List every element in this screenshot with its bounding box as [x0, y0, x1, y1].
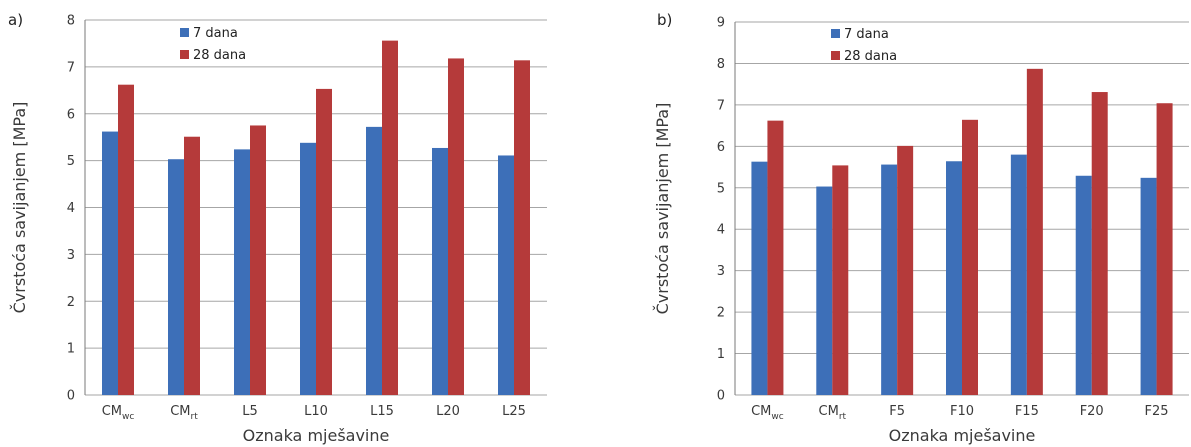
- bar-7-dana: [881, 164, 898, 395]
- bar-28-dana: [962, 119, 978, 395]
- x-tick-label: CMrt: [170, 404, 198, 422]
- legend-label: 28 dana: [844, 49, 897, 64]
- y-tick-label: 7: [67, 60, 75, 75]
- bar-28-dana: [767, 120, 784, 395]
- x-tick-label: F25: [1145, 404, 1169, 419]
- y-tick-label: 5: [67, 154, 75, 169]
- x-tick-label: F20: [1080, 404, 1104, 419]
- bar-28-dana: [316, 88, 332, 395]
- bar-7-dana: [102, 131, 118, 395]
- chart-panel-a: 0 1 2 3 4 5 6 7 8 CMwc CMrt L5 L10 L15 L20 L25 a) Čvrstoć…: [8, 11, 547, 445]
- y-tick-label: 4: [67, 201, 75, 216]
- x-tick-label: L5: [242, 404, 258, 419]
- panel-label: b): [657, 11, 672, 29]
- y-tick-label: 9: [717, 16, 725, 31]
- bar-7-dana: [498, 155, 514, 395]
- bar-7-dana: [234, 149, 250, 395]
- bar-28-dana: [250, 125, 266, 395]
- bar-28-dana: [118, 84, 134, 395]
- bar-7-dana: [168, 159, 184, 395]
- bar-7-dana: [816, 186, 833, 395]
- legend: 7 dana 28 dana: [180, 26, 246, 63]
- bar-28-dana: [832, 165, 849, 395]
- bar-7-dana: [432, 147, 448, 395]
- legend: 7 dana 28 dana: [831, 27, 897, 64]
- y-tick-label: 0: [717, 389, 725, 404]
- x-tick-label: CMrt: [819, 404, 847, 422]
- x-tick-label: F5: [889, 404, 905, 419]
- bar-7-dana: [366, 126, 382, 395]
- legend-label: 7 dana: [844, 27, 889, 42]
- y-axis-title: Čvrstoća savijanjem [MPa]: [653, 103, 672, 315]
- bar-7-dana: [1140, 177, 1157, 395]
- legend-label: 7 dana: [193, 26, 238, 41]
- y-tick-label: 2: [67, 295, 75, 310]
- bar-28-dana: [448, 58, 464, 395]
- bar-7-dana: [751, 161, 768, 395]
- bar-28-dana: [1156, 103, 1173, 395]
- chart-panel-b: 0 1 2 3 4 5 6 7 8 9 CMwc CMrt F5 F10 F15 F20 F25 b) Čvrsto…: [653, 11, 1189, 445]
- y-tick-label: 7: [717, 98, 725, 113]
- y-tick-label: 1: [67, 342, 75, 357]
- y-tick-label: 6: [67, 107, 75, 122]
- x-tick-label: L15: [370, 404, 394, 419]
- bar-28-dana: [184, 136, 200, 395]
- bar-7-dana: [300, 142, 316, 395]
- y-tick-label: 0: [67, 389, 75, 404]
- y-tick-label: 5: [717, 181, 725, 196]
- bar-28-dana: [382, 40, 398, 395]
- legend-swatch: [831, 29, 840, 38]
- x-tick-label: F15: [1015, 404, 1039, 419]
- x-axis-title: Oznaka mješavine: [889, 426, 1036, 445]
- legend-swatch: [831, 51, 840, 60]
- bar-28-dana: [1091, 92, 1108, 396]
- x-tick-label: L10: [304, 404, 328, 419]
- y-tick-label: 4: [717, 223, 725, 238]
- legend-swatch: [180, 50, 189, 59]
- y-tick-label: 1: [717, 347, 725, 362]
- x-tick-label: F10: [950, 404, 974, 419]
- y-tick-label: 8: [67, 14, 75, 29]
- x-tick-label: L25: [502, 404, 526, 419]
- bar-7-dana: [1010, 154, 1027, 395]
- bar-7-dana: [1075, 175, 1092, 395]
- x-axis-title: Oznaka mješavine: [243, 426, 390, 445]
- y-tick-label: 6: [717, 140, 725, 155]
- y-tick-label: 3: [67, 248, 75, 263]
- legend-swatch: [180, 28, 189, 37]
- x-tick-label: CMwc: [751, 404, 784, 422]
- y-tick-label: 2: [717, 306, 725, 321]
- x-tick-label: L20: [436, 404, 460, 419]
- x-tick-label: CMwc: [102, 404, 135, 422]
- bar-28-dana: [897, 145, 914, 395]
- legend-label: 28 dana: [193, 48, 246, 63]
- y-tick-label: 3: [717, 264, 725, 279]
- panel-label: a): [8, 11, 23, 29]
- y-axis-title: Čvrstoća savijanjem [MPa]: [10, 102, 29, 314]
- bar-28-dana: [514, 60, 530, 395]
- bar-28-dana: [1026, 68, 1043, 396]
- y-tick-label: 8: [717, 57, 725, 72]
- bar-7-dana: [946, 161, 962, 395]
